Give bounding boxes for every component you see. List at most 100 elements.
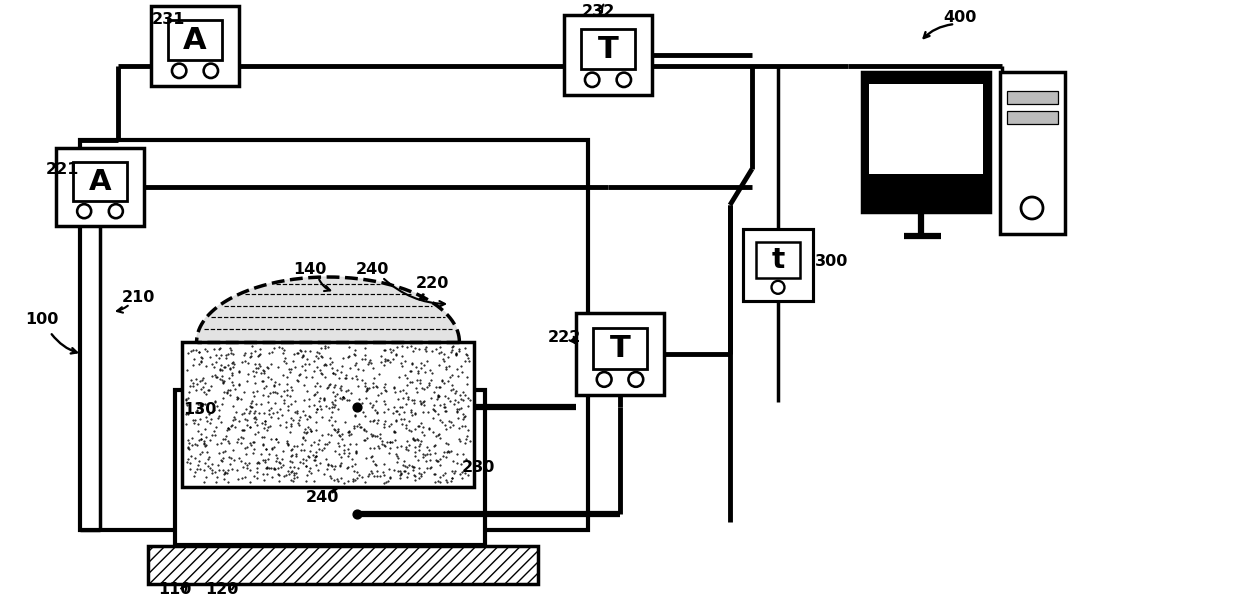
Point xyxy=(252,368,272,378)
Point xyxy=(196,389,216,399)
Point xyxy=(278,401,298,411)
Point xyxy=(197,346,217,356)
Point xyxy=(384,382,404,392)
Point xyxy=(283,444,303,454)
Point xyxy=(340,439,360,449)
Point xyxy=(379,344,399,354)
Point xyxy=(306,352,326,361)
Point xyxy=(269,470,289,479)
Point xyxy=(321,420,341,430)
Point xyxy=(387,406,407,415)
Point xyxy=(218,423,238,433)
Point xyxy=(205,467,224,477)
Point xyxy=(234,388,254,397)
Point xyxy=(242,440,262,450)
Point xyxy=(252,399,272,408)
Bar xyxy=(167,20,222,60)
Point xyxy=(436,362,456,372)
Point xyxy=(430,382,450,391)
Point xyxy=(434,402,454,412)
Point xyxy=(298,422,317,432)
Point xyxy=(417,382,436,391)
Point xyxy=(304,400,324,409)
Point xyxy=(304,437,324,447)
Point xyxy=(306,404,326,414)
Point xyxy=(250,344,270,353)
Point xyxy=(327,389,347,399)
Point xyxy=(299,452,319,461)
Point xyxy=(355,426,374,435)
Point xyxy=(274,346,294,355)
Point xyxy=(362,468,382,478)
Point xyxy=(346,447,366,456)
Point xyxy=(253,365,273,374)
Point xyxy=(263,386,283,396)
Point xyxy=(424,470,444,479)
Point xyxy=(248,363,268,373)
Point xyxy=(241,422,260,432)
Polygon shape xyxy=(197,277,459,342)
Point xyxy=(358,359,378,369)
Point xyxy=(254,423,274,433)
Point xyxy=(340,363,360,373)
Point xyxy=(280,445,300,455)
Point xyxy=(428,456,448,466)
Text: A: A xyxy=(89,167,112,196)
Point xyxy=(215,474,234,484)
Point xyxy=(381,437,401,447)
Point xyxy=(210,344,229,353)
Point xyxy=(429,429,449,439)
Point xyxy=(410,439,430,449)
Point xyxy=(345,349,365,359)
Point xyxy=(186,385,206,395)
Point xyxy=(450,436,470,445)
Point xyxy=(248,474,268,483)
Point xyxy=(415,450,435,460)
Point xyxy=(378,421,398,430)
Point xyxy=(295,424,315,434)
Point xyxy=(272,391,291,401)
Point xyxy=(453,467,472,477)
Point xyxy=(451,367,471,377)
Point xyxy=(408,368,428,378)
Point xyxy=(254,383,274,393)
Point xyxy=(434,452,454,461)
Point xyxy=(257,362,277,372)
Point xyxy=(286,408,306,418)
Point xyxy=(404,395,424,405)
Point xyxy=(449,397,469,406)
Point xyxy=(402,377,422,386)
Point xyxy=(272,343,291,353)
Point xyxy=(309,435,329,445)
Point xyxy=(215,376,234,386)
Point xyxy=(423,413,443,423)
Point xyxy=(258,462,278,472)
Point xyxy=(223,350,243,359)
Point xyxy=(291,445,311,455)
Point xyxy=(346,412,366,421)
Point xyxy=(346,439,366,448)
Point xyxy=(241,402,260,411)
Point xyxy=(243,366,263,376)
Point xyxy=(242,402,262,412)
Bar xyxy=(73,162,128,201)
Point xyxy=(383,409,403,418)
Point xyxy=(187,440,207,450)
Point xyxy=(237,460,257,470)
Point xyxy=(377,437,397,447)
Point xyxy=(446,408,466,417)
Point xyxy=(190,347,210,357)
Point xyxy=(234,408,254,417)
Point xyxy=(296,455,316,465)
Point xyxy=(196,441,216,451)
Point xyxy=(413,452,433,461)
Point xyxy=(456,434,476,444)
Point xyxy=(244,379,264,388)
Point xyxy=(367,432,387,441)
Point xyxy=(370,433,389,443)
Point xyxy=(410,358,430,368)
Point xyxy=(258,397,278,407)
Point xyxy=(343,421,363,431)
Point xyxy=(389,409,409,418)
Point xyxy=(335,417,355,427)
